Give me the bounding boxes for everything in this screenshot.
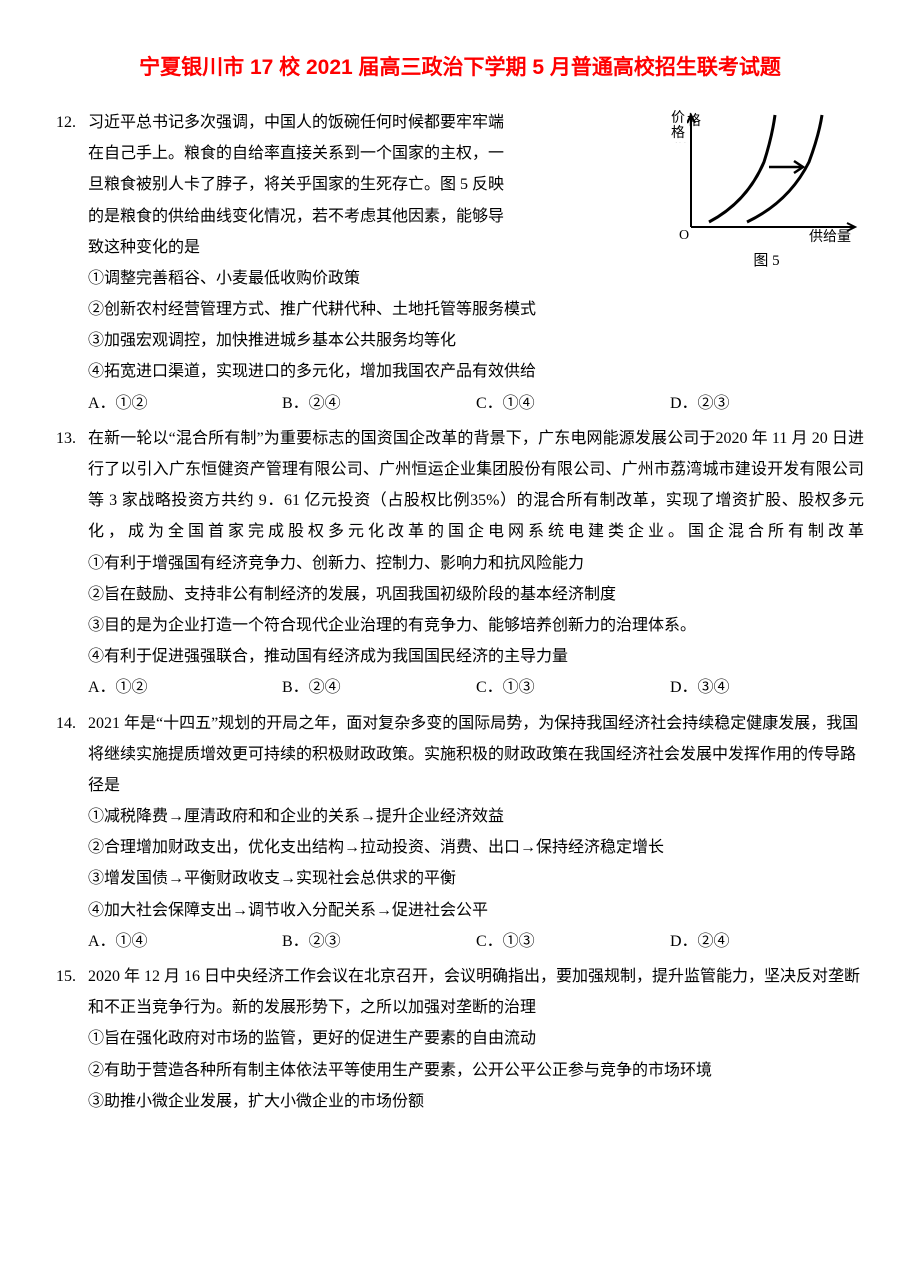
question-number: 13. <box>56 423 88 454</box>
choice-item: ③增发国债→平衡财政收支→实现社会总供求的平衡 <box>88 863 864 894</box>
question-13: 13. 在新一轮以“混合所有制”为重要标志的国资国企改革的背景下，广东电网能源发… <box>56 423 864 704</box>
options-row: A．①② B．②④ C．①④ D．②③ <box>88 388 864 419</box>
options-row: A．①④ B．②③ C．①③ D．②④ <box>88 926 864 957</box>
question-stem: 在新一轮以“混合所有制”为重要标志的国资国企改革的背景下，广东电网能源发展公司于… <box>88 423 864 548</box>
choice-item: ②合理增加财政支出，优化支出结构→拉动投资、消费、出口→保持经济稳定增长 <box>88 832 864 863</box>
origin-label: O <box>679 228 689 243</box>
choice-item: ④加大社会保障支出→调节收入分配关系→促进社会公平 <box>88 895 864 926</box>
x-axis-label: 供给量 <box>809 229 851 245</box>
option-b: B．②③ <box>282 926 476 957</box>
question-number: 12. <box>56 107 88 138</box>
choice-item: ④有利于促进强强联合，推动国有经济成为我国国民经济的主导力量 <box>88 641 864 672</box>
choice-item: ②有助于营造各种所有制主体依法平等使用生产要素，公开公平公正参与竞争的市场环境 <box>88 1055 864 1086</box>
option-b: B．②④ <box>282 672 476 703</box>
option-d: D．③④ <box>670 672 864 703</box>
figure-caption: 图 5 <box>669 247 864 276</box>
option-d: D．②④ <box>670 926 864 957</box>
choice-item: ③助推小微企业发展，扩大小微企业的市场份额 <box>88 1086 864 1117</box>
option-c: C．①③ <box>476 672 670 703</box>
choice-item: ①旨在强化政府对市场的监管，更好的促进生产要素的自由流动 <box>88 1023 864 1054</box>
option-a: A．①④ <box>88 926 282 957</box>
choice-item: ③目的是为企业打造一个符合现代企业治理的有竞争力、能够培养创新力的治理体系。 <box>88 610 864 641</box>
option-d: D．②③ <box>670 388 864 419</box>
question-12: 12. 习近平总书记多次强调，中国人的饭碗任何时候都要牢牢端 在自己手上。粮食的… <box>56 107 864 419</box>
page-title: 宁夏银川市 17 校 2021 届高三政治下学期 5 月普通高校招生联考试题 <box>56 48 864 89</box>
question-number: 15. <box>56 961 88 992</box>
question-14: 14. 2021 年是“十四五”规划的开局之年，面对复杂多变的国际局势，为保持我… <box>56 708 864 958</box>
choice-item: ②旨在鼓励、支持非公有制经济的发展，巩固我国初级阶段的基本经济制度 <box>88 579 864 610</box>
question-15: 15. 2020 年 12 月 16 日中央经济工作会议在北京召开，会议明确指出… <box>56 961 864 1117</box>
supply-curve-figure: 价格 格 供给量 O 价 格 图 5 <box>669 107 864 276</box>
choice-item: ②创新农村经营管理方式、推广代耕代种、土地托管等服务模式 <box>88 294 864 325</box>
option-b: B．②④ <box>282 388 476 419</box>
option-a: A．①② <box>88 672 282 703</box>
choice-item: ③加强宏观调控，加快推进城乡基本公共服务均等化 <box>88 325 864 356</box>
choice-item: ①减税降费→厘清政府和和企业的关系→提升企业经济效益 <box>88 801 864 832</box>
question-number: 14. <box>56 708 88 739</box>
choice-item: ①有利于增强国有经济竞争力、创新力、控制力、影响力和抗风险能力 <box>88 548 864 579</box>
question-stem: 2020 年 12 月 16 日中央经济工作会议在北京召开，会议明确指出，要加强… <box>88 961 864 1023</box>
options-row: A．①② B．②④ C．①③ D．③④ <box>88 672 864 703</box>
choice-item: ④拓宽进口渠道，实现进口的多元化，增加我国农产品有效供给 <box>88 356 864 387</box>
option-c: C．①③ <box>476 926 670 957</box>
option-a: A．①② <box>88 388 282 419</box>
question-stem: 2021 年是“十四五”规划的开局之年，面对复杂多变的国际局势，为保持我国经济社… <box>88 708 864 802</box>
option-c: C．①④ <box>476 388 670 419</box>
